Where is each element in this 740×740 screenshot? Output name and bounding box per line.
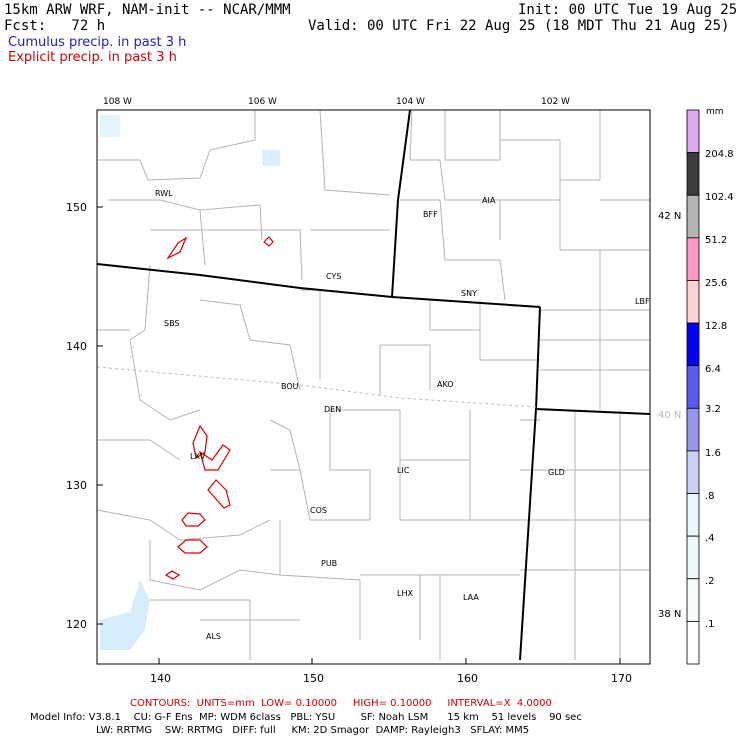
left-grid-labels: 150 140 130 120 [66,201,87,631]
colorbar-swatch [686,152,700,196]
station-label: ALS [206,632,221,641]
colorbar-label: .8 [705,491,715,502]
precip-contour [263,236,274,247]
lat-label-42n: 42 N [658,211,681,222]
legend-explicit: Explicit precip. in past 3 h [8,50,177,65]
bottom-grid-labels: 140 150 160 170 [150,672,632,685]
colorbar-label: .2 [705,576,715,587]
colorbar-swatch [686,407,700,452]
station-label: DEN [324,405,341,414]
colorbar-label: .1 [705,619,715,630]
colorbar-swatch [686,535,700,580]
grid-label-120: 120 [66,618,87,631]
colorbar-label: 25.6 [705,278,727,289]
model-title: 15km ARW WRF, NAM-init -- NCAR/MMM [4,2,291,18]
lon-label-108w: 108 W [103,97,132,107]
colorbar-label: 1.6 [705,448,721,459]
colorbar-swatch [686,493,700,537]
station-label: LBF [635,297,650,306]
station-label: LAA [463,593,479,602]
station-label: AKO [437,380,454,389]
colorbar-swatch [686,620,700,665]
station-label: COS [310,506,327,515]
precip-contour [192,424,208,459]
colorbar-label: .4 [705,533,715,544]
precip-contour [181,512,206,527]
grid-label-b140: 140 [150,672,171,685]
grid-label-140: 140 [66,340,87,353]
station-label: LXV [190,452,206,461]
lon-label-102w: 102 W [541,97,570,107]
station-label: GLD [548,468,565,477]
explicit-precip-contours [164,236,274,580]
lat-label-40n: 40 N [658,410,681,421]
colorbar-swatch [686,237,700,281]
station-labels: RWL BFF AIA CYS SNY LBF SBS BOU AKO DEN … [155,189,650,641]
precip-contour [207,479,231,509]
station-label: AIA [482,196,496,205]
colorbar-swatches [686,109,700,665]
colorbar-swatch [686,109,700,154]
colorbar-label: 102.4 [705,192,734,203]
contour-info: CONTOURS: UNITS=mm LOW= 0.10000 HIGH= 0.… [130,698,552,709]
station-label: SBS [164,319,180,328]
latitude-labels: 42 N 40 N 38 N [658,211,681,620]
model-info-line2: LW: RRTMG SW: RRTMG DIFF: full KM: 2D Sm… [96,725,530,736]
map-frame [96,109,651,665]
station-label: RWL [155,189,173,198]
grid-label-130: 130 [66,479,87,492]
colorbar-swatch [686,450,700,494]
county-lines [96,109,650,660]
valid-time: Valid: 00 UTC Fri 22 Aug 25 (18 MDT Thu … [308,18,730,34]
init-time: Init: 00 UTC Tue 19 Aug 25 [518,2,738,18]
colorbar-unit: mm [706,107,724,117]
station-label: LHX [397,589,413,598]
precip-contour [198,444,231,471]
grid-label-b170: 170 [611,672,632,685]
colorbar-label: 204.8 [705,149,734,160]
colorbar-swatch [686,280,700,324]
cumulus-shading [100,115,280,650]
longitude-labels: 108 W 106 W 104 W 102 W [103,97,570,107]
model-info-line1: Model Info: V3.8.1 CU: G-F Ens MP: WDM 6… [30,712,582,723]
station-label: BFF [423,210,438,219]
colorbar-label: 51.2 [705,235,727,246]
colorbar-swatch [686,578,700,622]
lon-label-106w: 106 W [248,97,277,107]
state-boundaries [96,109,651,661]
colorbar-label: 12.8 [705,321,727,332]
colorbar-label: 3.2 [705,404,721,415]
grid-label-150: 150 [66,201,87,214]
station-label: CYS [326,272,341,281]
grid-ticks [97,206,621,664]
station-label: LIC [397,466,410,475]
forecast-hour: Fcst: 72 h [4,18,106,34]
colorbar-swatch [686,194,700,239]
precip-contour [164,570,181,580]
grid-label-b160: 160 [457,672,478,685]
lat-label-38n: 38 N [658,609,681,620]
latitude-line [96,366,537,408]
lon-label-104w: 104 W [396,97,425,107]
precip-contour [166,236,188,260]
station-label: SNY [461,289,477,298]
colorbar-swatch [686,365,700,409]
grid-label-b150: 150 [303,672,324,685]
colorbar-label: 6.4 [705,364,721,375]
station-label: BOU [281,382,299,391]
colorbar: mm 204.8 102.4 51.2 25.6 12.8 6.4 3.2 1.… [686,107,734,665]
precip-contour [177,539,208,554]
legend-cumulus: Cumulus precip. in past 3 h [8,35,187,50]
station-label: PUB [321,559,337,568]
colorbar-swatch [686,322,700,367]
colorbar-labels: 204.8 102.4 51.2 25.6 12.8 6.4 3.2 1.6 .… [705,149,734,630]
